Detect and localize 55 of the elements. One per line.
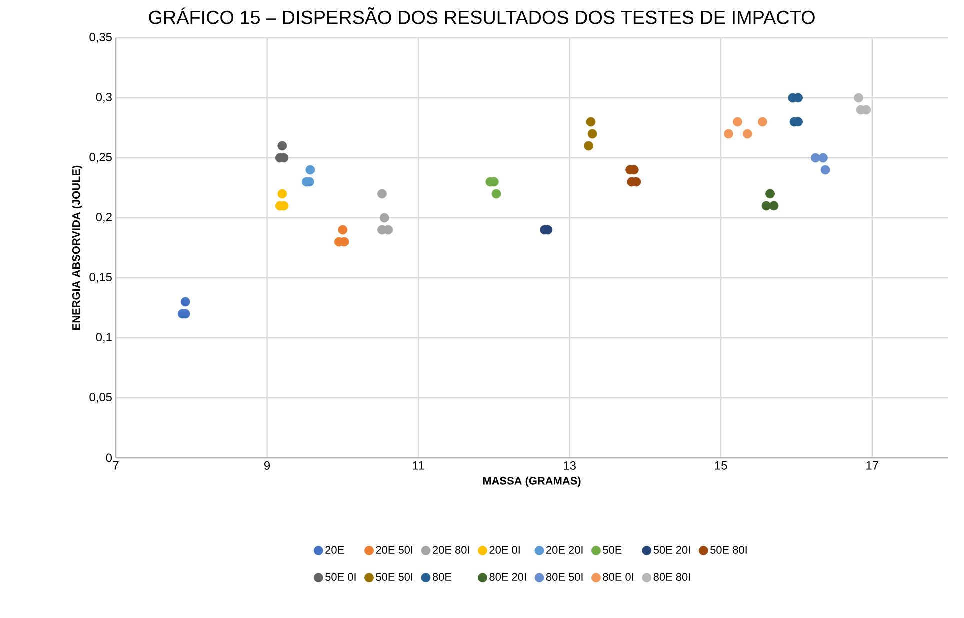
legend-label: 80E 0I — [603, 573, 634, 582]
x-tick-label: 15 — [715, 462, 728, 470]
y-tick-label: 0,25 — [90, 153, 112, 163]
y-tick-label: 0,15 — [90, 273, 112, 283]
y-tick-label: 0,2 — [96, 213, 112, 223]
point — [338, 225, 348, 235]
x-tick-label: 7 — [113, 462, 119, 470]
point — [818, 153, 828, 163]
chart-title: GRÁFICO 15 – DISPERSÃO DOS RESULTADOS DOS TESTES DE IMPACTO — [149, 8, 815, 24]
legend-label: 50E 80I — [710, 546, 747, 554]
legend-label: 20E 80I — [433, 546, 470, 554]
point — [384, 225, 393, 235]
point — [742, 129, 752, 139]
point — [854, 93, 864, 103]
point — [820, 165, 830, 175]
y-tick-label: 0,05 — [90, 393, 112, 403]
point — [380, 213, 390, 223]
point — [762, 201, 772, 211]
legend-label: 20E — [326, 546, 344, 554]
legend-label: 20E 20I — [546, 546, 583, 554]
y-axis-title: ENERGIA ABSORVIDA (JOULE) — [72, 166, 82, 330]
y-tick-label: 0,1 — [96, 333, 112, 343]
point — [724, 129, 734, 139]
legend-label: 50E 50I — [376, 573, 413, 582]
y-tick-label: 0 — [106, 454, 112, 462]
legend-label: 50E — [603, 546, 622, 554]
legend-label: 80E 20I — [490, 573, 526, 582]
x-tick-label: 11 — [413, 462, 424, 470]
legend-label: 80E — [432, 573, 452, 582]
x-axis-title: MASSA (GRAMAS) — [483, 476, 581, 488]
legend-label: 80E 80I — [654, 573, 690, 582]
legend-label: 50E 20I — [654, 546, 690, 554]
point — [278, 189, 288, 199]
point — [766, 189, 775, 199]
point — [180, 297, 190, 307]
point — [378, 189, 387, 199]
x-tick-label: 17 — [866, 462, 878, 470]
point — [810, 153, 820, 163]
legend-label: 80E 50I — [546, 573, 583, 582]
point — [278, 141, 288, 151]
legend-label: 20E 50I — [376, 546, 413, 554]
y-tick-label: 0,3 — [96, 93, 112, 103]
point — [769, 201, 779, 211]
point — [758, 117, 768, 127]
point — [492, 189, 502, 199]
point — [584, 141, 594, 151]
point — [588, 129, 598, 139]
point — [733, 117, 742, 127]
legend-label: 50E 0I — [326, 573, 356, 582]
legend-label: 20E 0I — [490, 546, 520, 554]
point — [586, 117, 596, 127]
x-tick-label: 13 — [564, 462, 576, 470]
y-tick-label: 0,35 — [90, 33, 112, 43]
x-tick-label: 9 — [264, 462, 270, 470]
point — [306, 165, 316, 175]
